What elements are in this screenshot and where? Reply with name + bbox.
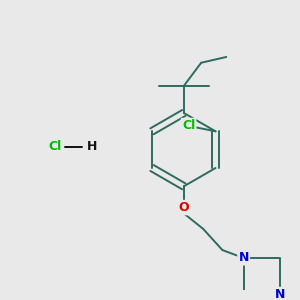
Text: O: O	[178, 201, 189, 214]
Text: N: N	[275, 288, 286, 300]
Text: Cl: Cl	[49, 140, 62, 153]
Text: Cl: Cl	[182, 119, 195, 132]
Text: N: N	[238, 251, 249, 264]
Text: H: H	[87, 140, 97, 153]
